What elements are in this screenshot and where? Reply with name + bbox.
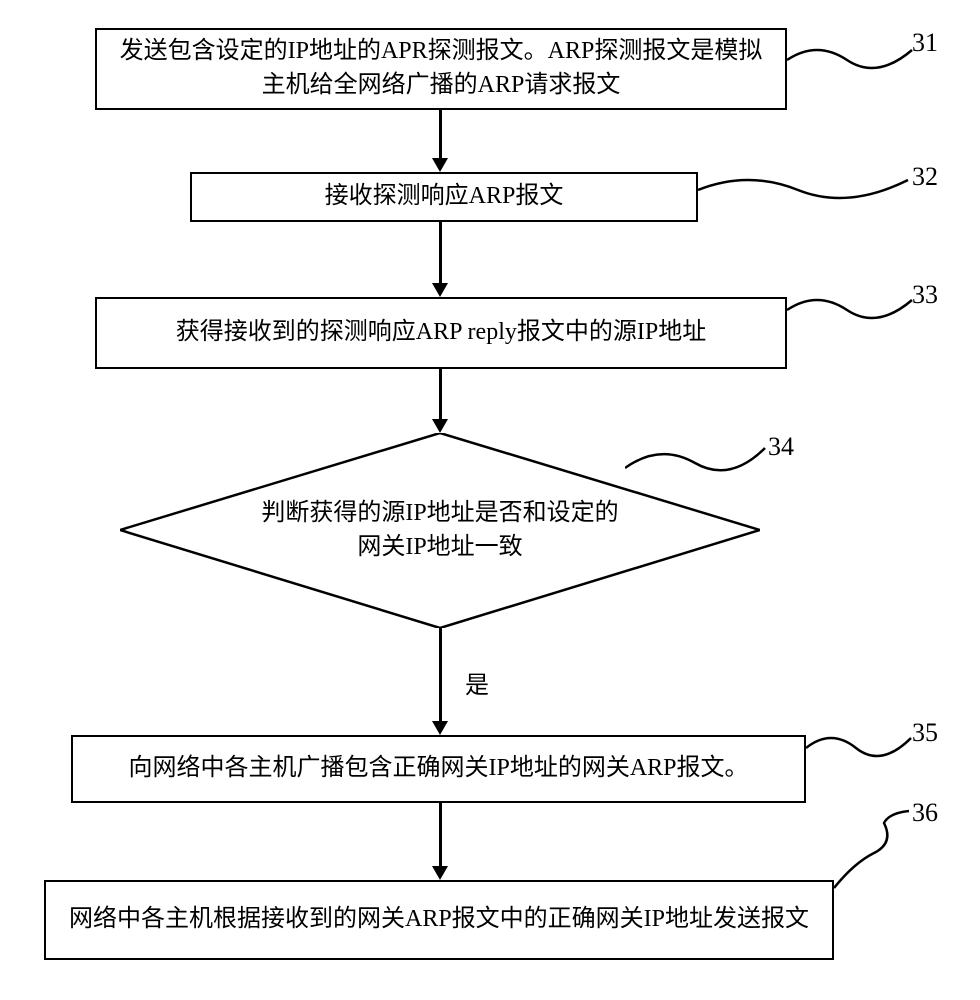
ref-connector-32 (698, 165, 918, 215)
ref-connector-36 (834, 803, 919, 893)
arrow-35-36 (439, 803, 442, 868)
ref-label-35: 35 (912, 718, 938, 748)
ref-label-34: 34 (768, 432, 794, 462)
ref-connector-35 (806, 723, 916, 773)
arrow-head-34-35 (432, 721, 448, 735)
arrow-33-34 (439, 369, 442, 421)
process-step-35: 向网络中各主机广播包含正确网关IP地址的网关ARP报文。 (71, 735, 806, 803)
ref-connector-34 (625, 438, 775, 488)
process-step-32: 接收探测响应ARP报文 (190, 172, 698, 222)
arrow-31-32 (439, 110, 442, 160)
step-34-text: 判断获得的源IP地址是否和设定的网关IP地址一致 (260, 497, 620, 564)
ref-label-33: 33 (912, 280, 938, 310)
ref-label-36: 36 (912, 798, 938, 828)
arrow-head-31-32 (432, 158, 448, 172)
step-31-text: 发送包含设定的IP地址的APR探测报文。ARP探测报文是模拟主机给全网络广播的A… (112, 35, 770, 102)
process-step-36: 网络中各主机根据接收到的网关ARP报文中的正确网关IP地址发送报文 (44, 880, 834, 960)
flowchart-container: 发送包含设定的IP地址的APR探测报文。ARP探测报文是模拟主机给全网络广播的A… (0, 0, 980, 1000)
step-32-text: 接收探测响应ARP报文 (325, 180, 564, 214)
arrow-head-35-36 (432, 866, 448, 880)
step-36-text: 网络中各主机根据接收到的网关ARP报文中的正确网关IP地址发送报文 (69, 903, 809, 937)
step-33-text: 获得接收到的探测响应ARP reply报文中的源IP地址 (176, 316, 706, 350)
arrow-34-35 (439, 628, 442, 723)
arrow-32-33 (439, 222, 442, 284)
ref-label-32: 32 (912, 162, 938, 192)
ref-connector-33 (787, 285, 917, 335)
arrow-head-33-34 (432, 419, 448, 433)
step-35-text: 向网络中各主机广播包含正确网关IP地址的网关ARP报文。 (128, 752, 748, 786)
process-step-31: 发送包含设定的IP地址的APR探测报文。ARP探测报文是模拟主机给全网络广播的A… (95, 28, 787, 110)
ref-connector-31 (787, 35, 917, 85)
process-step-33: 获得接收到的探测响应ARP reply报文中的源IP地址 (95, 297, 787, 369)
arrow-head-32-33 (432, 283, 448, 297)
ref-label-31: 31 (912, 28, 938, 58)
edge-label-yes: 是 (465, 665, 489, 700)
